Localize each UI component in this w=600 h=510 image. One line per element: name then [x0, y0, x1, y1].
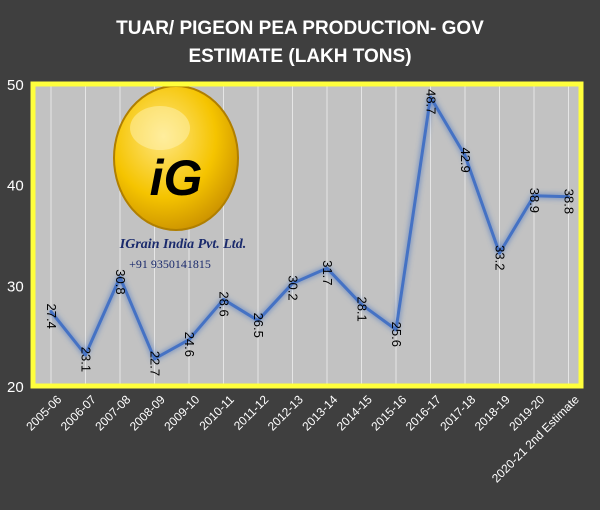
- logo-highlight-shape: [130, 106, 190, 150]
- x-tick-label: 2011-12: [231, 392, 272, 433]
- data-point: [532, 194, 536, 198]
- chart-title-line-1: TUAR/ PIGEON PEA PRODUCTION- GOV: [116, 18, 484, 39]
- x-tick-label: 2007-08: [92, 392, 133, 433]
- x-axis-ticks: 2005-062006-072007-082008-092009-102010-…: [23, 392, 582, 485]
- data-label: 30.2: [286, 275, 301, 300]
- logo-text: iG: [150, 150, 203, 206]
- data-point: [394, 328, 398, 332]
- data-label: 26.5: [251, 313, 266, 338]
- data-point: [360, 302, 363, 306]
- x-tick-label: 2018-19: [472, 392, 513, 433]
- data-label: 22.7: [148, 351, 163, 376]
- data-point: [49, 310, 53, 314]
- y-tick-label: 40: [7, 178, 24, 195]
- data-label: 25.6: [389, 322, 404, 347]
- y-tick-label: 50: [7, 77, 24, 94]
- watermark-phone: +91 9350141815: [129, 257, 211, 271]
- chart-title-line-2: ESTIMATE (LAKH TONS): [188, 46, 412, 67]
- x-tick-label: 2016-17: [403, 392, 444, 433]
- x-tick-label: 2010-11: [196, 392, 237, 433]
- data-label: 38.9: [527, 188, 542, 213]
- vertical-gridlines: [50, 84, 569, 386]
- data-point: [187, 338, 191, 342]
- data-point: [498, 251, 501, 255]
- data-point: [567, 195, 570, 199]
- plot-area: [33, 84, 581, 386]
- data-point: [118, 275, 122, 279]
- plot-frame: [30, 81, 584, 389]
- x-tick-label: 2009-10: [161, 392, 202, 433]
- data-point: [429, 95, 432, 99]
- data-label: 28.6: [217, 291, 232, 316]
- x-tick-label: 2015-16: [368, 392, 409, 433]
- data-label: 23.1: [79, 347, 94, 372]
- series-polyline: [49, 95, 569, 361]
- data-label: 24.6: [182, 332, 197, 357]
- x-tick-label: 2005-06: [23, 392, 64, 433]
- data-label: 30.8: [113, 269, 128, 294]
- series-line: [49, 95, 570, 361]
- watermark-company: IGrain India Pvt. Ltd.: [119, 237, 246, 252]
- data-label: 31.7: [320, 260, 335, 285]
- x-tick-label: 2014-15: [334, 392, 375, 433]
- data-point: [153, 357, 156, 361]
- y-tick-label: 20: [7, 379, 24, 396]
- data-label: 42.9: [458, 147, 473, 172]
- y-axis-ticks: 20 30 40 50: [7, 77, 24, 396]
- data-point: [84, 353, 87, 357]
- x-tick-label: 2017-18: [437, 392, 478, 433]
- x-tick-label: 2013-14: [299, 392, 340, 433]
- data-point: [463, 153, 467, 157]
- x-tick-label: 2008-09: [127, 392, 168, 433]
- data-point: [325, 266, 329, 270]
- data-point: [222, 297, 225, 301]
- data-label: 38.8: [562, 189, 577, 214]
- data-labels: 27.4 23.1 30.8 22.7 24.6 28.6 26.5 30.2 31.7 28.1…: [44, 89, 577, 376]
- x-tick-label: 2006-07: [58, 392, 99, 433]
- data-label: 28.1: [355, 296, 370, 321]
- data-label: 48.7: [424, 89, 439, 114]
- igrain-logo: iG: [113, 85, 239, 231]
- data-point: [291, 281, 294, 285]
- data-label: 33.2: [493, 245, 508, 270]
- y-tick-label: 30: [7, 278, 24, 295]
- x-tick-label: 2012-13: [265, 392, 306, 433]
- data-label: 27.4: [44, 304, 59, 329]
- data-point: [256, 319, 260, 323]
